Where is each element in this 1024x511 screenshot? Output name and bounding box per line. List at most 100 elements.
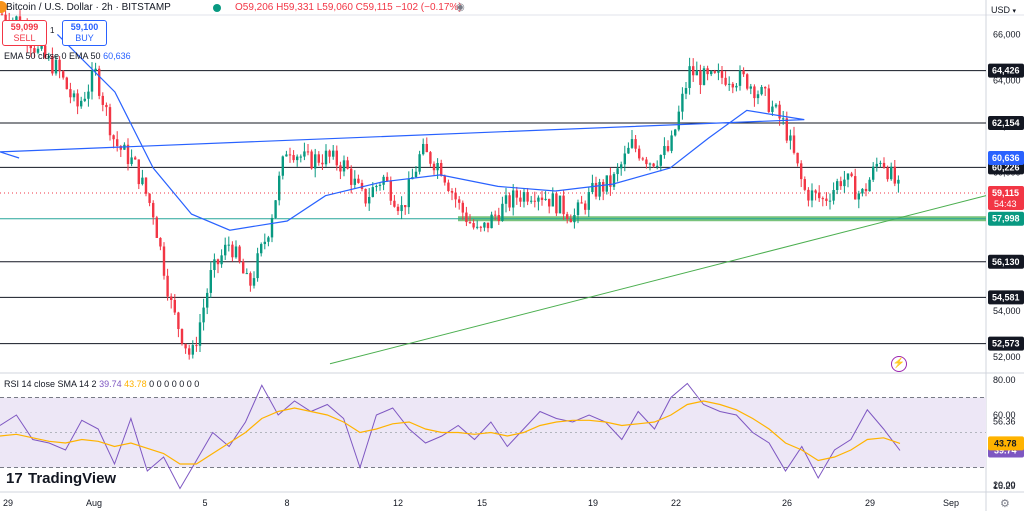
candle[interactable] [90,70,94,92]
candle[interactable] [378,184,382,186]
sell-button[interactable]: 59,099 SELL [2,20,47,46]
candle[interactable] [778,104,781,119]
candle[interactable] [569,219,572,223]
candle[interactable] [674,129,677,136]
currency-selector[interactable]: USD ▾ [991,3,1021,17]
candle[interactable] [652,163,655,167]
candle[interactable] [400,205,403,212]
candle[interactable] [468,222,472,224]
candle[interactable] [530,200,533,202]
candle[interactable] [890,166,893,180]
candle[interactable] [670,135,673,151]
candle[interactable] [299,156,302,158]
candle[interactable] [0,13,4,15]
candle[interactable] [533,200,536,202]
candle[interactable] [782,118,785,120]
candle[interactable] [807,189,810,201]
candle[interactable] [238,246,241,262]
candle[interactable] [216,259,220,265]
candle[interactable] [263,241,266,245]
candle[interactable] [749,86,752,89]
candle[interactable] [850,173,853,177]
candle[interactable] [130,157,133,165]
candle[interactable] [350,168,353,185]
candle[interactable] [119,146,122,150]
candle[interactable] [634,139,637,149]
candle[interactable] [386,176,389,181]
candle[interactable] [173,299,176,313]
candle[interactable] [450,191,454,193]
candle[interactable] [414,171,418,178]
candle[interactable] [382,176,385,185]
candle[interactable] [573,215,576,223]
candle[interactable] [566,214,569,220]
candle[interactable] [296,156,299,161]
candle[interactable] [540,197,544,200]
candle[interactable] [641,158,644,160]
candle[interactable] [4,14,7,22]
candle[interactable] [314,154,317,169]
candle[interactable] [695,70,698,76]
candle[interactable] [260,244,263,254]
candle[interactable] [242,261,245,274]
candle[interactable] [15,16,18,21]
candle[interactable] [746,74,749,89]
candle[interactable] [191,345,194,355]
candle[interactable] [897,179,900,184]
candle[interactable] [508,195,511,208]
tradingview-logo[interactable]: 17 TradingView [6,470,116,487]
candle[interactable] [861,188,864,194]
candle[interactable] [368,196,371,204]
candle[interactable] [789,135,792,141]
candle[interactable] [465,212,468,223]
candle[interactable] [51,56,54,74]
candle[interactable] [458,199,461,203]
candle[interactable] [396,206,400,212]
candle[interactable] [706,68,709,75]
candle[interactable] [231,244,234,258]
rsi-legend[interactable]: RSI 14 close SMA 14 2 39.74 43.78 0 0 0 … [4,379,199,389]
candle[interactable] [47,56,50,58]
candle[interactable] [432,163,436,171]
candle[interactable] [144,177,148,194]
candle[interactable] [555,193,558,214]
candle[interactable] [742,70,745,75]
candle[interactable] [663,146,666,156]
candle[interactable] [756,94,760,99]
candle[interactable] [476,226,479,228]
candle[interactable] [580,202,583,204]
candle[interactable] [764,86,767,89]
candle[interactable] [234,246,238,258]
candle[interactable] [576,202,580,216]
candle[interactable] [443,175,446,183]
candle[interactable] [515,190,518,198]
candle[interactable] [724,77,727,85]
candle[interactable] [717,70,720,73]
rsi-sma-line[interactable] [0,400,901,465]
candle[interactable] [256,253,259,279]
candle[interactable] [857,193,860,200]
candle[interactable] [818,192,821,199]
candle[interactable] [731,83,734,88]
candle[interactable] [584,203,587,210]
candle[interactable] [33,48,36,53]
candle[interactable] [472,223,475,228]
candle[interactable] [364,188,367,204]
trendline[interactable] [329,195,987,365]
candle[interactable] [116,139,119,147]
candle[interactable] [562,195,565,215]
candle[interactable] [882,162,886,168]
candle[interactable] [220,255,223,265]
candle[interactable] [479,226,482,228]
candle[interactable] [760,86,763,95]
candle[interactable] [425,143,428,153]
candle[interactable] [321,162,324,165]
candle[interactable] [87,91,90,99]
candle[interactable] [551,193,554,207]
candle[interactable] [310,151,313,169]
candle[interactable] [429,152,432,164]
candle[interactable] [54,59,58,74]
settings-icon[interactable]: ⚙ [1000,498,1010,510]
candle[interactable] [76,93,79,107]
candle[interactable] [134,157,137,160]
